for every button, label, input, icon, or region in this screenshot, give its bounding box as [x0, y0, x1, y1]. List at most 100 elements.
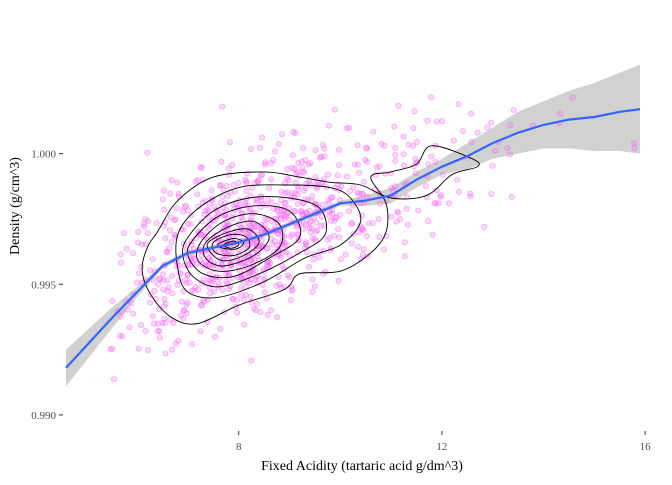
scatter-point: [233, 297, 240, 304]
scatter-point: [468, 138, 475, 145]
scatter-point: [254, 178, 261, 185]
scatter-point: [283, 210, 290, 217]
scatter-point: [459, 128, 466, 135]
scatter-point: [295, 186, 302, 193]
scatter-point: [334, 172, 341, 179]
scatter-point: [347, 187, 354, 194]
scatter-point: [211, 288, 218, 295]
scatter-point: [432, 159, 439, 166]
y-tick-label: 1.000: [31, 149, 56, 161]
scatter-point: [312, 228, 319, 235]
scatter-point: [333, 214, 340, 221]
scatter-point: [312, 147, 319, 154]
scatter-point: [139, 241, 146, 248]
scatter-point: [274, 314, 281, 321]
scatter-point: [204, 206, 211, 213]
scatter-point: [175, 337, 182, 344]
scatter-point: [160, 286, 167, 293]
scatter-point: [133, 279, 140, 286]
scatter-point: [260, 225, 267, 232]
scatter-point: [264, 245, 271, 252]
scatter-point: [314, 183, 321, 190]
scatter-point: [450, 137, 457, 144]
scatter-point: [184, 271, 191, 278]
scatter-point: [194, 191, 201, 198]
scatter-point: [326, 212, 333, 219]
scatter-point: [277, 254, 284, 261]
scatter-point: [182, 277, 189, 284]
scatter-point: [631, 140, 638, 147]
scatter-point: [281, 180, 288, 187]
scatter-point: [157, 276, 164, 283]
scatter-point: [311, 235, 318, 242]
scatter-point: [291, 208, 298, 215]
scatter-point: [302, 239, 309, 246]
scatter-point: [337, 256, 344, 263]
scatter-point: [308, 224, 315, 231]
scatter-point: [350, 184, 357, 191]
scatter-point: [223, 220, 230, 227]
scatter-point: [302, 157, 309, 164]
scatter-point: [295, 237, 302, 244]
scatter-point: [295, 160, 302, 167]
scatter-point: [160, 271, 167, 278]
scatter-point: [244, 230, 251, 237]
scatter-point: [251, 238, 258, 245]
scatter-point: [164, 277, 171, 284]
scatter-point: [433, 118, 440, 125]
scatter-point: [251, 222, 258, 229]
scatter-point: [217, 182, 224, 189]
scatter-point: [118, 259, 125, 266]
scatter-point: [292, 130, 299, 137]
scatter-point: [146, 267, 153, 274]
scatter-point: [184, 272, 191, 279]
scatter-point: [163, 248, 170, 255]
scatter-point: [119, 333, 126, 340]
scatter-point: [273, 202, 280, 209]
scatter-point: [141, 223, 148, 230]
scatter-point: [150, 320, 157, 327]
scatter-point: [256, 176, 263, 183]
scatter-point: [319, 180, 326, 187]
scatter-point: [308, 193, 315, 200]
scatter-point: [289, 286, 296, 293]
scatter-point: [198, 302, 205, 309]
x-tick-label: 12: [436, 441, 447, 453]
scatter-point: [221, 248, 228, 255]
scatter-point: [159, 196, 166, 203]
scatter-point: [215, 239, 222, 246]
scatter-point: [198, 301, 205, 308]
scatter-point: [258, 197, 265, 204]
scatter-point: [275, 230, 282, 237]
scatter-point: [300, 169, 307, 176]
scatter-point: [288, 287, 295, 294]
scatter-point: [197, 232, 204, 239]
scatter-point: [428, 94, 435, 101]
scatter-point: [249, 210, 256, 217]
scatter-point: [331, 106, 338, 113]
scatter-point: [135, 228, 142, 235]
scatter-point: [197, 163, 204, 170]
scatter-point: [346, 208, 353, 215]
scatter-point: [198, 231, 205, 238]
scatter-point: [288, 190, 295, 197]
scatter-point: [162, 300, 169, 307]
scatter-point: [237, 274, 244, 281]
scatter-point: [484, 124, 491, 131]
scatter-point: [246, 269, 253, 276]
scatter-point: [194, 177, 201, 184]
scatter-point: [138, 263, 145, 270]
scatter-point: [274, 230, 281, 237]
scatter-point: [290, 128, 297, 135]
scatter-point: [325, 171, 332, 178]
scatter-point: [437, 193, 444, 200]
scatter-point: [303, 209, 310, 216]
scatter-point: [322, 268, 329, 275]
scatter-point: [454, 176, 461, 183]
scatter-point: [230, 210, 237, 217]
scatter-point: [316, 154, 323, 161]
scatter-point: [336, 196, 343, 203]
scatter-point: [156, 334, 163, 341]
scatter-point: [209, 279, 216, 286]
